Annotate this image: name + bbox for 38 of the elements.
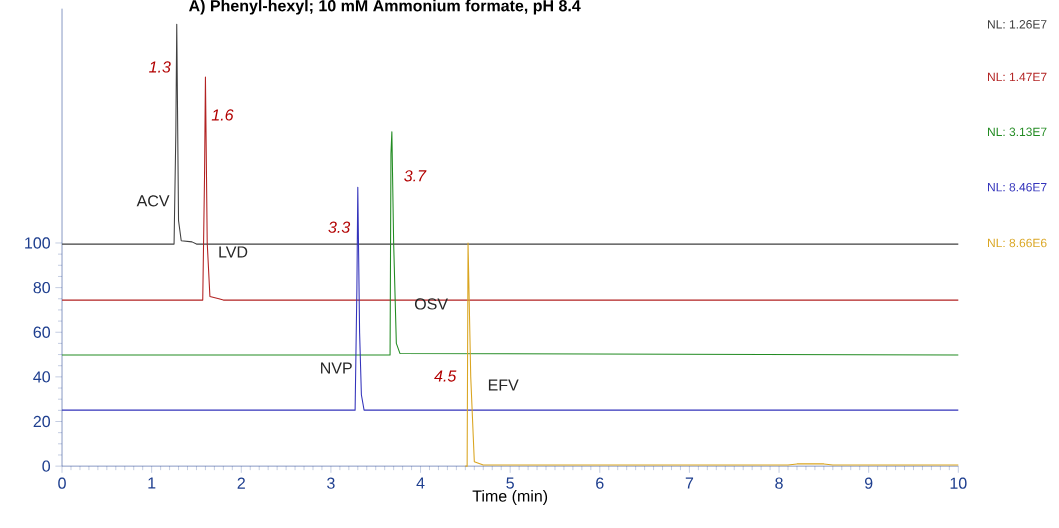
- annotation: 3.7: [404, 170, 427, 182]
- annotation: 1.3: [149, 61, 171, 73]
- x-tick-label: 3: [327, 477, 335, 489]
- annotation: 3.3: [328, 221, 351, 233]
- line-series: [464, 242, 959, 467]
- chart-title: A) Phenyl-hexyl; 10 mM Ammonium formate, pH 8.4: [188, 0, 581, 15]
- annotation: OSV: [414, 298, 448, 310]
- text: NL: 8.66E6: [988, 238, 1047, 248]
- x-tick-label: 6: [596, 477, 604, 489]
- x-tick-label: 0: [58, 477, 66, 489]
- text: NL: 1.47E7: [988, 72, 1047, 81]
- text: NL: 8.46E7: [988, 182, 1047, 192]
- x-tick-label: 9: [864, 477, 873, 489]
- line-series: [61, 23, 959, 245]
- x-tick-label: 4: [416, 477, 425, 489]
- y-tick-label: 100: [25, 237, 51, 249]
- y-tick-label: 80: [33, 281, 51, 294]
- annotation: LVD: [219, 246, 248, 258]
- annotation: ACV: [136, 195, 170, 207]
- x-tick-label: 10: [950, 477, 967, 489]
- annotation: 1.6: [211, 109, 234, 121]
- x-tick-label: 2: [237, 477, 245, 489]
- annotation: NVP: [321, 362, 352, 374]
- text: NL: 3.13E7: [988, 127, 1047, 137]
- x-tick-label: 5: [506, 477, 514, 489]
- line-series: [61, 186, 959, 411]
- x-tick-label: 1: [148, 477, 156, 489]
- x-tick-label: 7: [685, 477, 694, 489]
- y-tick-label: 20: [33, 415, 51, 428]
- annotation: EFV: [488, 379, 519, 391]
- y-tick-label: 40: [33, 371, 51, 383]
- line-series: [61, 131, 959, 356]
- x-axis-title: Time (min): [472, 489, 548, 505]
- annotation: 4.5: [434, 370, 457, 382]
- text: NL: 1.26E7: [988, 19, 1047, 29]
- y-tick-label: 60: [33, 326, 51, 338]
- x-tick-label: 8: [775, 477, 783, 489]
- y-tick-label: 0: [42, 460, 51, 472]
